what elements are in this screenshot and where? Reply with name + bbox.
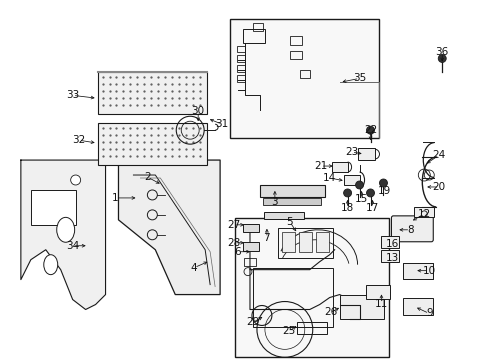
Circle shape [366,189,374,197]
Bar [339,294,384,319]
Ellipse shape [44,255,58,275]
Circle shape [355,181,363,189]
Ellipse shape [57,217,75,242]
Bar [413,207,433,217]
Bar [403,263,432,279]
Bar [381,250,399,262]
Text: 9: 9 [425,309,432,319]
Bar [277,228,332,258]
Polygon shape [21,160,105,310]
Text: 27: 27 [227,220,240,230]
Bar [264,212,303,219]
Bar [244,258,255,266]
Text: 15: 15 [354,194,367,204]
Bar [243,28,264,42]
Bar [237,75,244,82]
Text: 6: 6 [234,247,241,257]
Text: 29: 29 [246,318,259,328]
Text: 36: 36 [435,48,448,58]
Circle shape [71,175,81,185]
Text: 19: 19 [377,186,390,196]
Bar [298,232,311,252]
Text: 26: 26 [324,307,337,318]
Text: 25: 25 [282,327,295,336]
Text: 30: 30 [191,106,204,116]
Bar [243,242,259,251]
Bar [403,298,432,315]
Text: 3: 3 [271,197,278,207]
Bar [357,148,375,160]
Bar [381,236,399,248]
Circle shape [343,189,351,197]
Text: 10: 10 [422,266,435,276]
FancyBboxPatch shape [390,216,432,242]
Text: 33: 33 [66,90,79,100]
Bar [289,36,301,45]
Text: 5: 5 [286,217,292,227]
Bar [237,55,244,62]
Text: 31: 31 [215,119,228,129]
Text: 8: 8 [406,225,413,235]
Bar [237,45,244,53]
Bar [296,323,326,334]
Text: 7: 7 [263,233,270,243]
Text: 28: 28 [227,238,240,248]
Text: 4: 4 [190,263,197,273]
Text: 14: 14 [323,173,336,183]
Bar [31,190,76,225]
Bar [331,162,347,172]
Bar [289,50,301,59]
Circle shape [379,179,386,187]
Bar [299,71,309,78]
Bar [98,123,207,165]
Text: 2: 2 [144,172,150,182]
Text: 22: 22 [363,125,376,135]
Bar [281,232,294,252]
Text: 24: 24 [432,150,445,160]
Text: 18: 18 [340,203,353,213]
Text: 12: 12 [417,209,430,219]
Circle shape [437,54,446,62]
Bar [365,285,389,298]
Text: 34: 34 [66,241,79,251]
Circle shape [366,126,374,134]
Text: 20: 20 [432,182,445,192]
Text: 35: 35 [352,73,366,84]
Bar [343,175,359,185]
Text: 17: 17 [365,203,378,213]
Bar [229,19,379,138]
Bar [252,23,263,31]
Bar [243,224,259,232]
Text: 13: 13 [385,253,398,263]
Text: 16: 16 [385,239,398,249]
Text: 21: 21 [313,161,326,171]
Text: 11: 11 [374,298,387,309]
Bar [315,232,328,252]
Text: 32: 32 [72,135,85,145]
Bar [260,185,324,197]
Bar [237,66,244,72]
Polygon shape [118,160,220,294]
Text: 23: 23 [344,147,358,157]
Bar [252,268,332,328]
Text: 1: 1 [112,193,119,203]
Bar [98,72,207,114]
Bar [235,218,388,357]
Bar [263,198,320,205]
